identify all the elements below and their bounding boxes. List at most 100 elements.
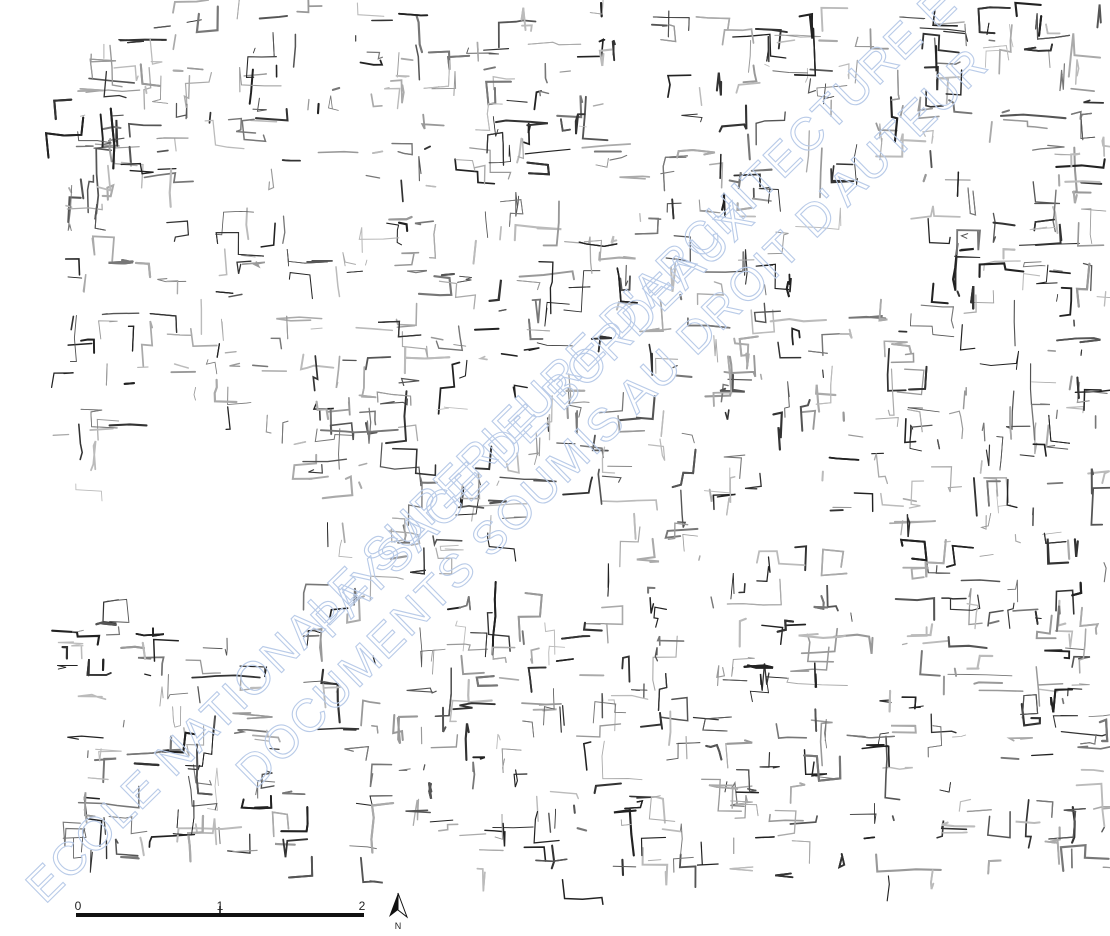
hedge-line <box>391 142 413 156</box>
hedge-line <box>662 155 688 192</box>
hedge-line <box>473 327 500 331</box>
hedge-line <box>1030 403 1051 441</box>
hedge-line <box>636 537 660 563</box>
hedge-line <box>878 298 888 322</box>
hedge-line <box>681 113 703 123</box>
hedge-line <box>666 74 692 99</box>
hedge-line <box>62 821 86 847</box>
hedge-line <box>803 754 842 782</box>
hedge-line <box>848 434 864 438</box>
hedge-line <box>578 241 618 247</box>
hedge-line <box>430 648 446 675</box>
hedge-line <box>722 679 748 682</box>
hedge-line <box>983 477 1010 504</box>
hedge-line <box>186 67 204 71</box>
hedge-line <box>494 119 548 127</box>
hedge-line <box>738 617 747 648</box>
hedge-line <box>1080 734 1097 745</box>
hedge-line <box>227 833 251 854</box>
hedge-line <box>896 368 925 396</box>
hedge-line <box>414 220 435 226</box>
hedge-line <box>157 167 177 171</box>
hedge-line <box>152 638 180 662</box>
hedge-line <box>890 724 917 734</box>
hedge-line <box>1045 424 1050 448</box>
hedge-line <box>64 258 81 276</box>
hedge-line <box>358 462 368 467</box>
hedge-line <box>634 217 662 235</box>
hedge-line <box>723 454 746 479</box>
hedge-line <box>108 815 148 835</box>
hedge-line <box>1049 270 1071 275</box>
hedge-line <box>1034 422 1038 455</box>
hedge-line <box>71 629 84 633</box>
hedge-line <box>886 875 890 902</box>
hedge-line <box>988 120 993 143</box>
hedge-line <box>592 701 627 724</box>
hedge-line <box>977 6 1011 35</box>
hedge-line <box>105 626 121 636</box>
hedge-line <box>665 235 691 264</box>
hedge-line <box>213 378 238 404</box>
hedge-line <box>207 767 219 811</box>
hedge-line <box>356 2 385 17</box>
hedge-line <box>1080 768 1105 773</box>
hedge-line <box>317 150 359 154</box>
hedge-line <box>306 627 323 662</box>
hedge-line <box>712 493 736 511</box>
hedge-line <box>1101 826 1106 833</box>
hedge-line <box>826 584 839 612</box>
hedge-line <box>696 841 719 866</box>
hedge-line <box>925 556 951 574</box>
hedge-line <box>880 492 904 507</box>
hedge-line <box>99 113 104 148</box>
hedge-line <box>821 332 843 357</box>
hedge-line <box>1055 409 1058 420</box>
hedge-line <box>239 67 282 93</box>
hedge-line <box>139 63 161 87</box>
hedge-line <box>274 842 296 846</box>
hedge-line <box>610 235 618 247</box>
hedge-line <box>250 119 278 123</box>
hedge-line <box>710 596 715 609</box>
hedge-line <box>1080 115 1096 141</box>
hedge-line <box>488 279 503 302</box>
hedge-line <box>585 622 609 644</box>
hedge-line <box>96 164 112 192</box>
hedge-line <box>94 143 140 149</box>
hedge-line <box>648 343 654 376</box>
hedge-line <box>335 355 341 389</box>
hedge-line <box>929 150 933 169</box>
hedge-line <box>727 378 753 381</box>
hedge-line <box>695 16 731 31</box>
hedge-line <box>1045 23 1061 35</box>
hedge-line <box>726 476 736 516</box>
hedge-line <box>486 131 505 166</box>
hedge-line <box>176 809 179 829</box>
hedge-line <box>1032 181 1061 205</box>
hedge-line <box>1102 866 1110 869</box>
hedge-line <box>875 417 899 427</box>
hedge-line <box>794 545 808 572</box>
hedge-line <box>127 122 162 138</box>
hedge-line <box>544 301 570 327</box>
hedge-line <box>349 845 377 850</box>
hedge-line <box>172 800 195 836</box>
hedge-line <box>624 799 644 810</box>
hedge-line <box>417 275 453 297</box>
hedge-line <box>909 313 955 338</box>
hedge-line <box>80 408 118 429</box>
hedge-line <box>517 138 525 160</box>
hedge-line <box>1048 414 1070 444</box>
hedge-line <box>376 391 412 406</box>
hedge-line <box>195 743 213 796</box>
hedge-line <box>1034 223 1063 246</box>
hedge-line <box>776 619 795 633</box>
hedge-line <box>806 633 835 663</box>
hedge-line <box>102 125 122 131</box>
hedge-line <box>617 415 646 433</box>
hedge-line <box>656 635 685 646</box>
hedge-line <box>418 156 422 182</box>
hedge-line <box>546 395 553 441</box>
hedge-line <box>516 280 541 291</box>
